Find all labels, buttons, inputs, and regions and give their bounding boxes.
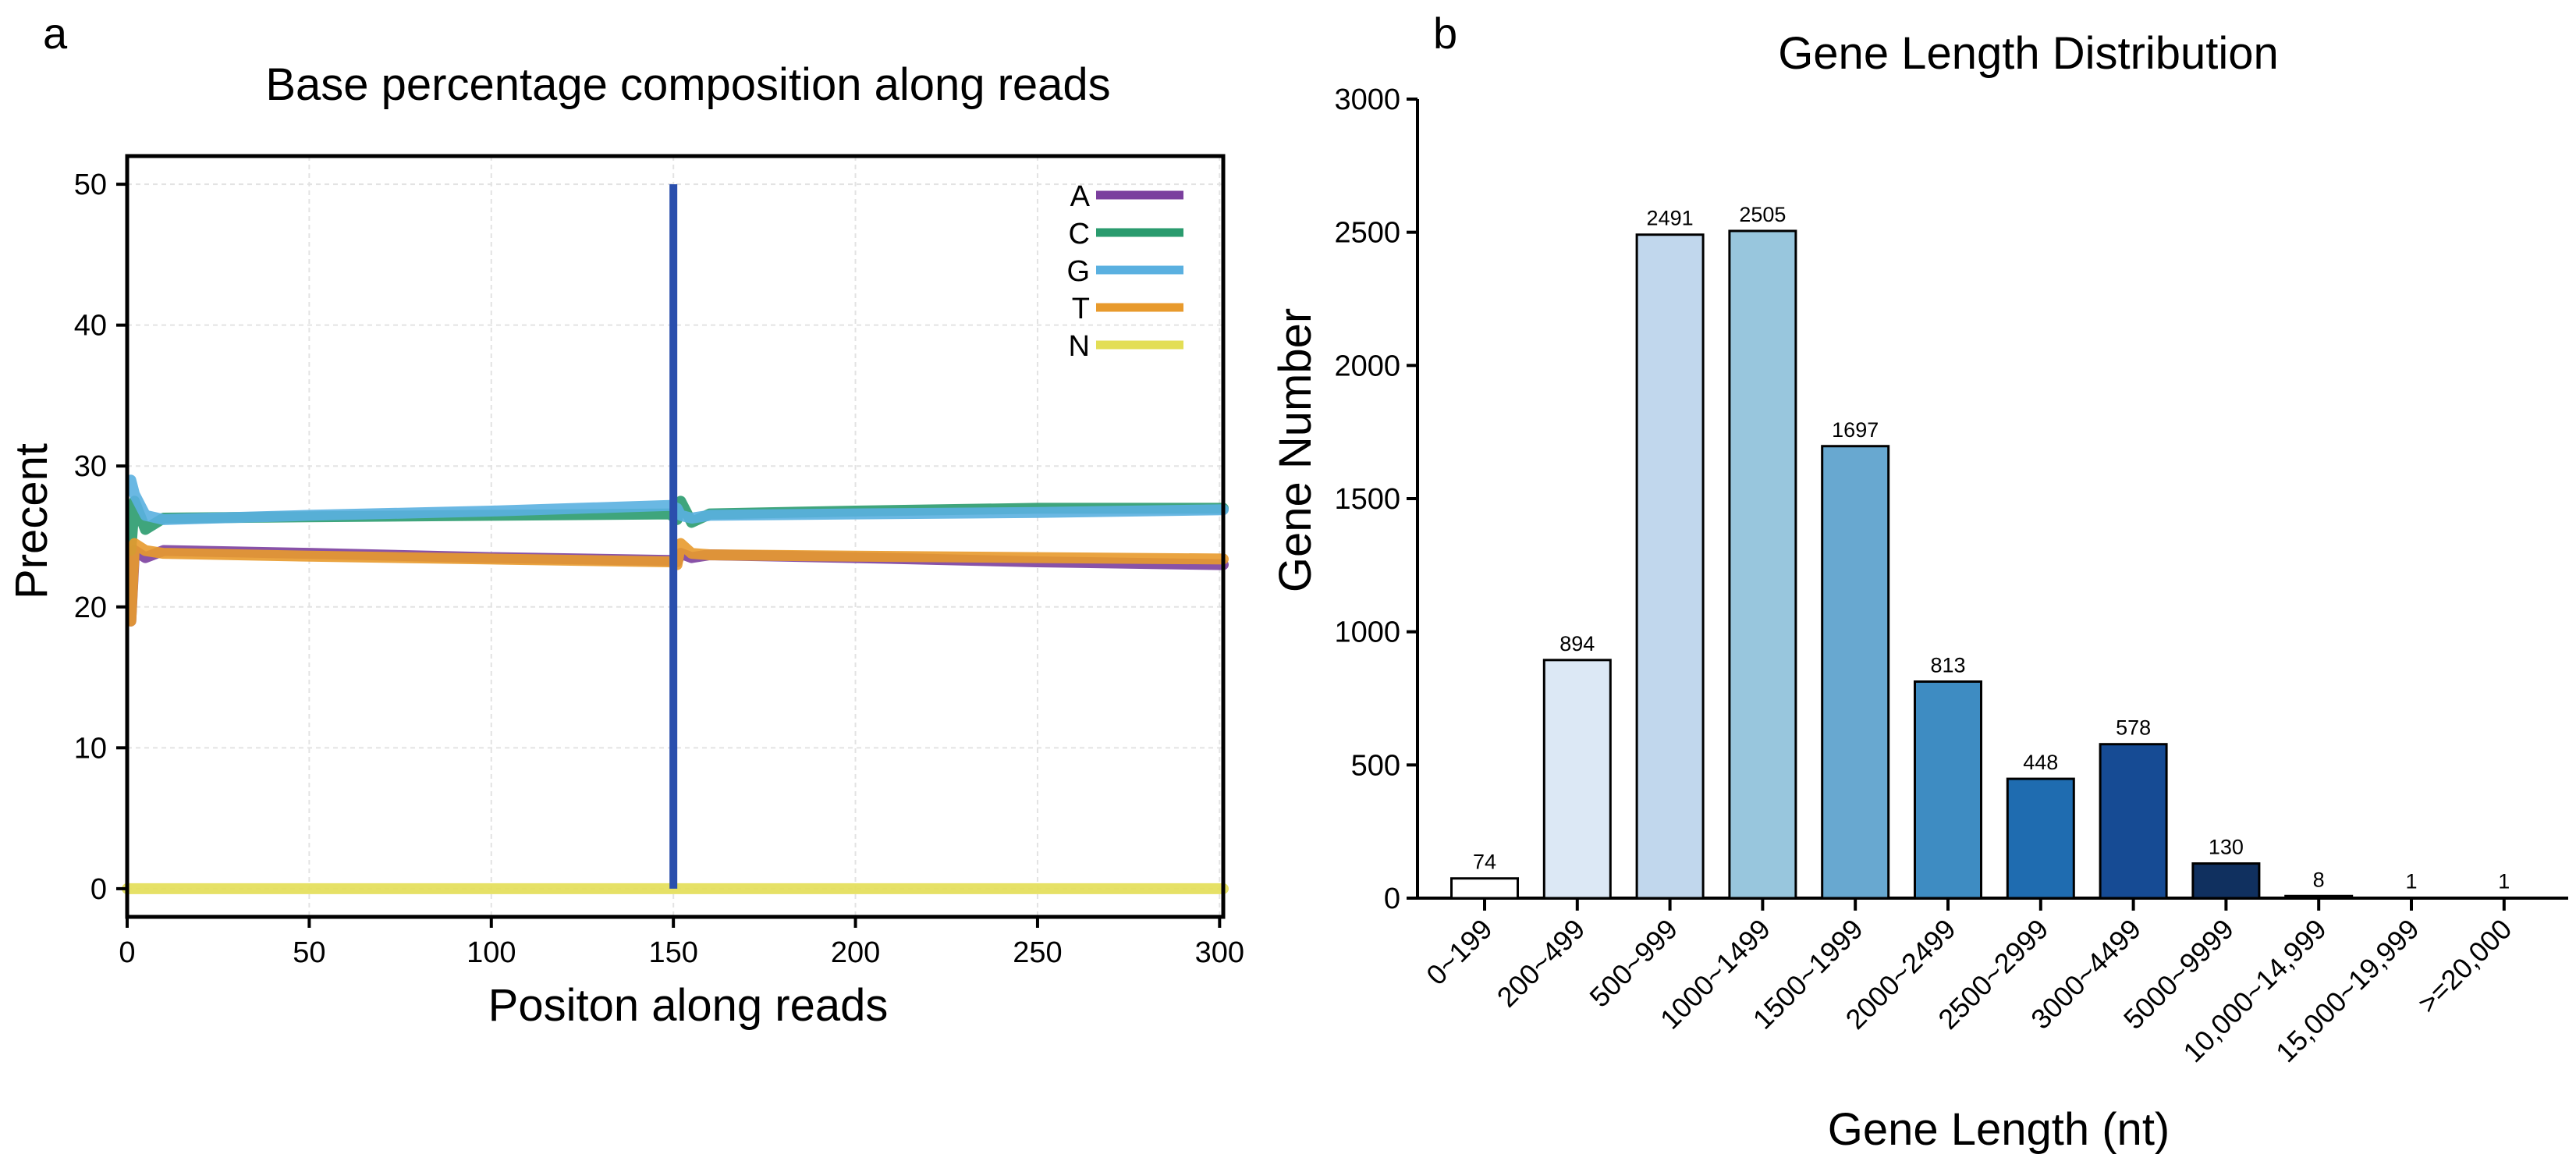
panel-a-y-tick-label: 40 (74, 310, 107, 343)
legend-label-t: T (1072, 293, 1090, 325)
panel-b-y-tick-label: 2000 (1334, 350, 1400, 382)
panel-a-x-tick-label: 200 (831, 936, 880, 969)
panel-b-y-tick-label: 0 (1384, 883, 1400, 915)
panel-a-x-ticks: 0 50 100 150 200 250 300 (119, 917, 1244, 969)
bar-value-label: 130 (2209, 836, 2244, 859)
bar-value-label: 894 (1559, 632, 1595, 655)
panel-b: b Gene Length Distribution 0 500 1000 1500 2… (1270, 9, 2568, 1155)
panel-b-y-tick-label: 1000 (1334, 616, 1400, 649)
panel-b-y-axis-title: Gene Number (1270, 308, 1321, 592)
bar (1635, 233, 1705, 900)
legend-label-c: C (1069, 218, 1090, 250)
bar-value-label: 448 (2023, 751, 2058, 774)
legend-label-a: A (1070, 180, 1091, 213)
panel-a-title: Base percentage composition along reads (265, 59, 1110, 110)
panel-b-data-labels: 74 894 2491 2505 1697 813 448 578 130 8 1 1 (1473, 203, 2510, 893)
bar-value-label: 8 (2313, 868, 2325, 891)
bar-value-label: 1 (2498, 870, 2510, 893)
bar (2191, 862, 2261, 900)
bar (1450, 877, 1519, 900)
panel-b-x-axis-title: Gene Length (nt) (1828, 1104, 2170, 1155)
panel-a-y-ticks: 0 10 20 30 40 50 (74, 169, 127, 906)
bar (1821, 445, 1890, 900)
bar (1728, 229, 1797, 900)
panel-a-x-tick-label: 150 (648, 936, 697, 969)
bar-value-label: 813 (1930, 653, 1965, 677)
panel-b-y-tick-label: 500 (1351, 749, 1400, 782)
panel-a-y-axis-title: Precent (6, 443, 57, 599)
panel-a: a Base percentage composition along read… (6, 9, 1244, 1031)
panel-a-x-axis-title: Positon along reads (488, 980, 889, 1031)
panel-b-y-tick-label: 2500 (1334, 217, 1400, 250)
panel-b-letter: b (1433, 9, 1457, 58)
panel-a-y-tick-label: 10 (74, 732, 107, 765)
panel-b-y-tick-label: 3000 (1334, 83, 1400, 116)
panel-a-y-tick-label: 50 (74, 169, 107, 201)
bar (2099, 743, 2168, 900)
legend-label-n: N (1069, 330, 1090, 363)
bar (1542, 659, 1612, 900)
panel-a-plot-frame (125, 154, 1226, 919)
panel-b-category-label: 0~199 (1420, 913, 1498, 991)
panel-a-y-tick-label: 30 (74, 450, 107, 483)
panel-b-y-ticks: 0 500 1000 1500 2000 2500 3000 (1334, 83, 1418, 915)
panel-b-category-label: >=20,000 (2411, 913, 2518, 1020)
bar-value-label: 2505 (1739, 203, 1786, 226)
panel-b-category-label: 200~499 (1491, 913, 1591, 1014)
bar (2284, 894, 2354, 900)
bar-value-label: 2491 (1647, 207, 1694, 230)
bar-value-label: 578 (2116, 716, 2151, 740)
panel-a-x-tick-label: 100 (467, 936, 516, 969)
bar-value-label: 74 (1473, 851, 1496, 874)
bar (1914, 680, 1982, 900)
panel-a-x-tick-label: 50 (293, 936, 325, 969)
panel-a-y-tick-label: 20 (74, 591, 107, 624)
panel-b-bars (1450, 229, 2539, 900)
bar-value-label: 1697 (1832, 418, 1879, 442)
panel-b-title: Gene Length Distribution (1778, 28, 2279, 79)
panel-a-x-tick-label: 0 (119, 936, 135, 969)
panel-a-x-tick-label: 300 (1195, 936, 1244, 969)
panel-b-y-tick-label: 1500 (1334, 483, 1400, 516)
bar-value-label: 1 (2405, 870, 2417, 893)
panel-a-letter: a (43, 9, 68, 58)
legend-label-g: G (1066, 255, 1090, 288)
bar (2006, 777, 2075, 900)
panel-a-y-tick-label: 0 (90, 873, 107, 906)
panel-a-x-tick-label: 250 (1013, 936, 1062, 969)
panel-b-category-labels: 0~199200~499500~9991000~14991500~1999200… (1420, 898, 2517, 1068)
